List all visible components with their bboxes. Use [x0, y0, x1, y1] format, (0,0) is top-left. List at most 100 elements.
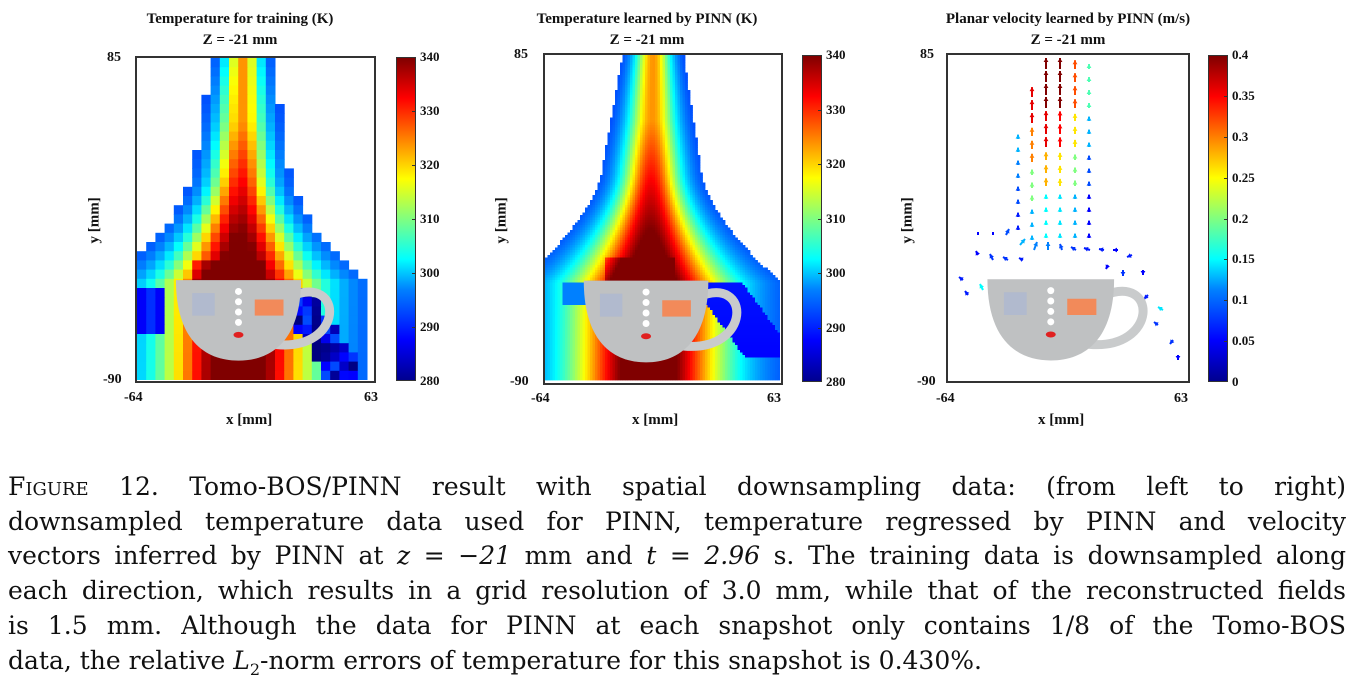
field-cell	[693, 190, 696, 193]
field-cell	[663, 220, 666, 223]
field-cell	[683, 160, 686, 163]
field-cell	[670, 113, 673, 116]
colorbar-tick-label: 280	[420, 373, 440, 389]
field-cell	[683, 195, 686, 198]
field-cell	[678, 223, 681, 226]
heatmap-cell	[238, 187, 248, 197]
field-cell	[643, 163, 646, 166]
heatmap-cell	[303, 260, 313, 270]
field-cell	[623, 275, 626, 278]
field-cell	[575, 243, 578, 246]
field-cell	[668, 213, 671, 216]
field-cell	[650, 145, 653, 148]
field-cell	[690, 160, 693, 163]
field-cell	[595, 205, 598, 208]
field-cell	[578, 245, 581, 248]
field-cell	[595, 210, 598, 213]
field-cell	[630, 230, 633, 233]
field-cell	[635, 268, 638, 271]
heatmap-cell	[211, 362, 221, 372]
field-cell	[628, 223, 631, 226]
field-cell	[668, 200, 671, 203]
field-cell	[713, 253, 716, 256]
field-cell	[630, 168, 633, 171]
field-cell	[693, 230, 696, 233]
field-cell	[675, 235, 678, 238]
field-cell	[758, 280, 761, 283]
field-cell	[615, 235, 618, 238]
field-cell	[733, 250, 736, 253]
field-cell	[650, 200, 653, 203]
field-cell	[755, 265, 758, 268]
heatmap-cell	[174, 325, 184, 335]
field-cell	[630, 135, 633, 138]
field-cell	[580, 270, 583, 273]
field-cell	[678, 218, 681, 221]
field-cell	[690, 120, 693, 123]
field-cell	[628, 120, 631, 123]
heatmap-cell	[174, 251, 184, 261]
field-cell	[620, 203, 623, 206]
field-cell	[620, 115, 623, 118]
field-cell	[650, 138, 653, 141]
field-cell	[695, 228, 698, 231]
field-cell	[628, 75, 631, 78]
heatmap-cell	[229, 260, 239, 270]
field-cell	[555, 270, 558, 273]
field-cell	[623, 168, 626, 171]
field-cell	[673, 165, 676, 168]
heatmap-cell	[330, 260, 340, 270]
field-cell	[648, 123, 651, 126]
field-cell	[738, 245, 741, 248]
field-cell	[673, 253, 676, 256]
field-cell	[683, 118, 686, 121]
field-cell	[635, 165, 638, 168]
heatmap-cell	[220, 159, 230, 169]
field-cell	[660, 85, 663, 88]
field-cell	[670, 133, 673, 136]
field-cell	[658, 130, 661, 133]
field-cell	[600, 253, 603, 256]
field-cell	[675, 243, 678, 246]
field-cell	[665, 220, 668, 223]
field-cell	[580, 260, 583, 263]
field-cell	[628, 103, 631, 106]
field-cell	[688, 135, 691, 138]
field-cell	[643, 75, 646, 78]
field-cell	[683, 228, 686, 231]
heatmap-cell	[165, 297, 175, 307]
field-cell	[760, 268, 763, 271]
field-cell	[635, 118, 638, 121]
heatmap-cell	[238, 67, 248, 77]
field-cell	[653, 123, 656, 126]
field-cell	[653, 90, 656, 93]
field-cell	[715, 233, 718, 236]
field-cell	[628, 195, 631, 198]
field-cell	[610, 153, 613, 156]
field-cell	[648, 263, 651, 266]
heatmap-cell	[275, 113, 285, 123]
field-cell	[730, 240, 733, 243]
field-cell	[685, 190, 688, 193]
field-cell	[608, 160, 611, 163]
field-cell	[620, 155, 623, 158]
field-cell	[643, 245, 646, 248]
field-cell	[705, 235, 708, 238]
field-cell	[665, 265, 668, 268]
field-cell	[593, 228, 596, 231]
field-cell	[678, 115, 681, 118]
heatmap-cell	[146, 371, 156, 380]
field-cell	[658, 108, 661, 111]
field-cell	[688, 263, 691, 266]
field-cell	[638, 168, 641, 171]
field-cell	[705, 218, 708, 221]
field-cell	[618, 193, 621, 196]
field-cell	[565, 283, 568, 286]
field-cell	[680, 168, 683, 171]
field-cell	[688, 238, 691, 241]
field-cell	[573, 250, 576, 253]
field-cell	[610, 228, 613, 231]
field-cell	[660, 80, 663, 83]
field-cell	[643, 120, 646, 123]
field-cell	[628, 85, 631, 88]
